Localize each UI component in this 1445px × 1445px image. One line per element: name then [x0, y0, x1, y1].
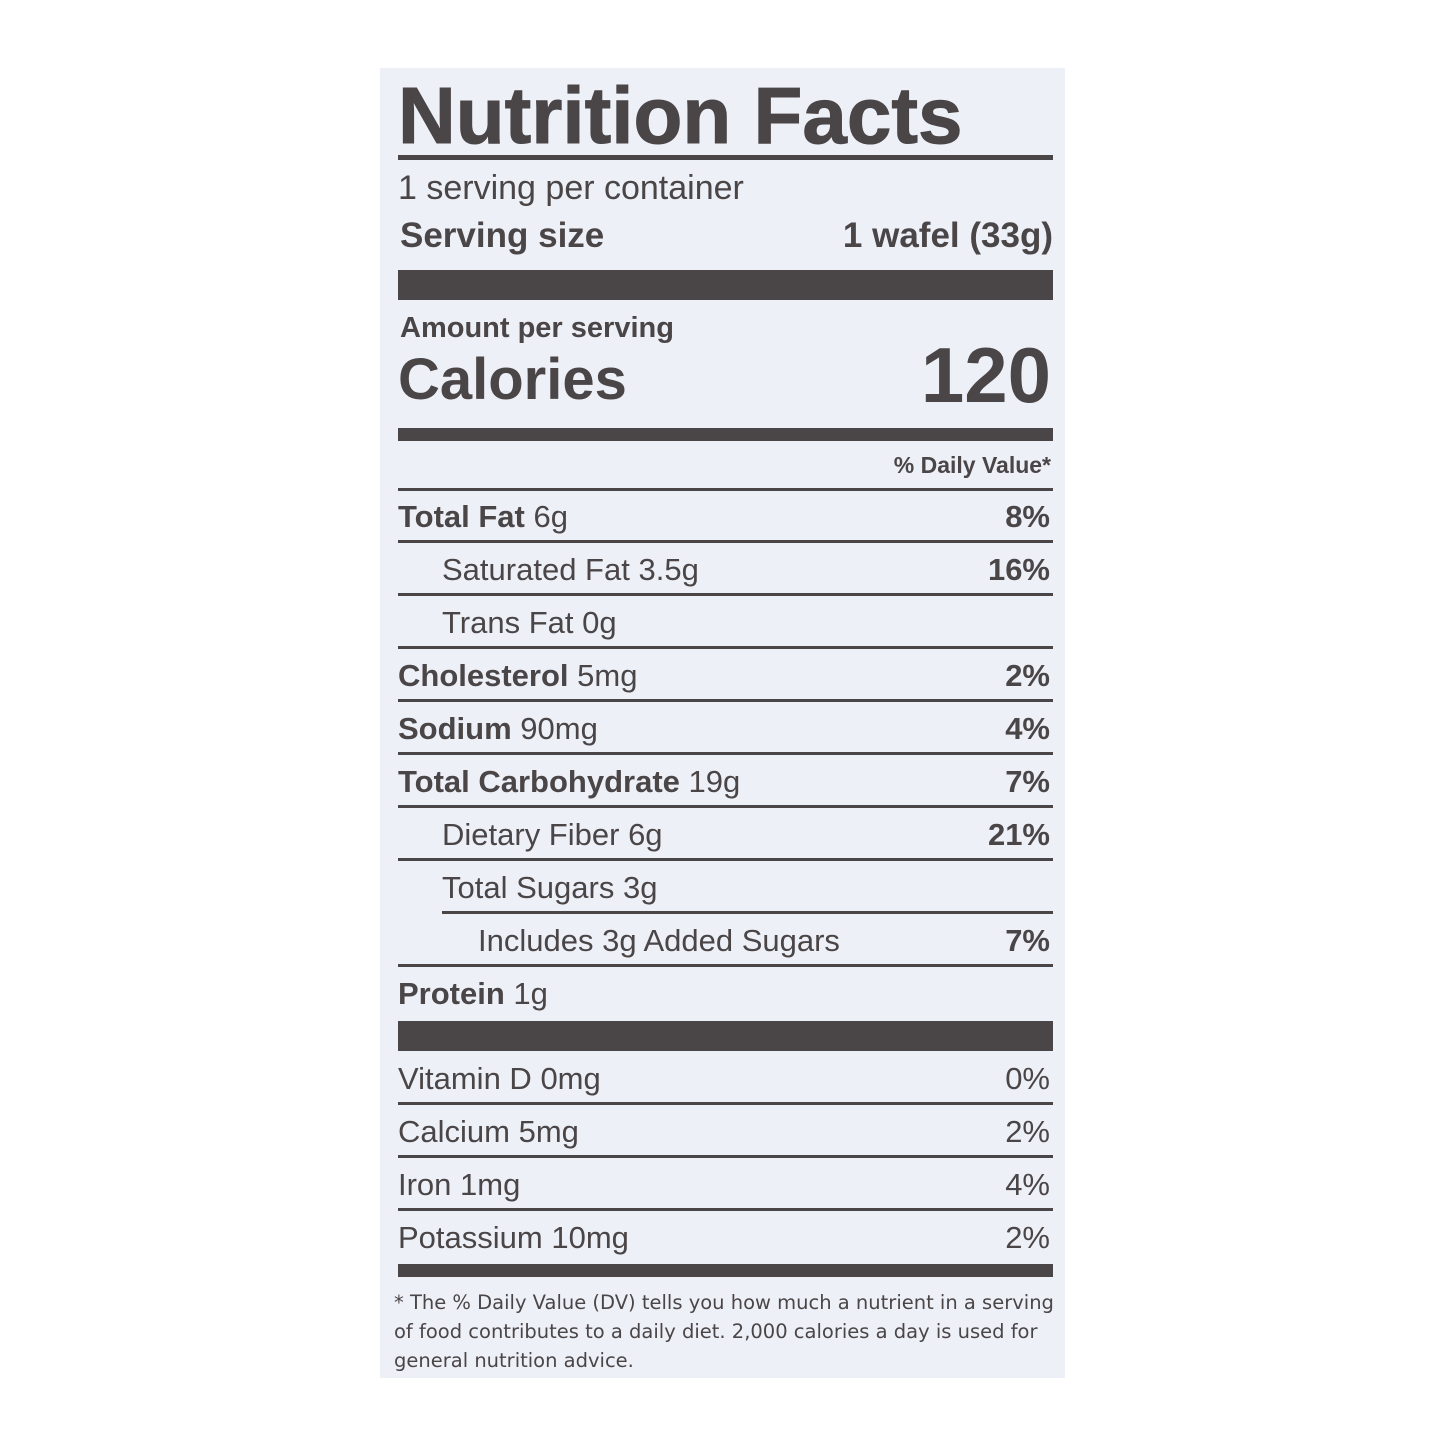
nutrient-amount: 3.5g [638, 552, 699, 587]
nutrition-facts-label: Nutrition Facts 1 serving per container … [380, 68, 1065, 1378]
thick-divider [398, 270, 1053, 300]
divider [398, 752, 1053, 755]
vitamin-daily-value: 4% [1005, 1167, 1050, 1202]
nutrient-daily-value: 16% [987, 552, 1050, 587]
vitamin-label: Vitamin D [398, 1061, 532, 1096]
vitamin-row: Vitamin D 0mg 0% [398, 1053, 1053, 1105]
nutrient-label: Total Sugars [442, 870, 615, 905]
nutrient-daily-value: 8% [1005, 499, 1050, 534]
divider [398, 155, 1053, 160]
nutrient-label: Total Carbohydrate [398, 764, 680, 799]
vitamin-amount: 10mg [551, 1220, 629, 1255]
nutrient-amount: 6g [533, 499, 568, 534]
divider [398, 1208, 1053, 1211]
vitamin-row: Iron 1mg 4% [398, 1159, 1053, 1211]
vitamin-amount: 5mg [518, 1114, 579, 1149]
nutrient-row: Total Sugars 3g [398, 862, 1053, 914]
thick-divider [398, 1264, 1053, 1277]
nutrient-row: Total Carbohydrate 19g 7% [398, 756, 1053, 808]
nutrient-daily-value: 2% [1005, 658, 1050, 693]
vitamin-name: Vitamin D 0mg [398, 1061, 601, 1097]
nutrient-name: Total Fat 6g [398, 499, 568, 535]
vitamin-row: Calcium 5mg 2% [398, 1106, 1053, 1158]
nutrient-label: Total Fat [398, 499, 525, 534]
nutrient-label: Protein [398, 976, 505, 1011]
nutrient-daily-value: 21% [987, 817, 1050, 852]
nutrient-name: Dietary Fiber 6g [442, 817, 663, 853]
nutrient-amount: 0g [582, 605, 617, 640]
nutrient-daily-value: 7% [1005, 923, 1050, 958]
nutrient-name: Sodium 90mg [398, 711, 598, 747]
nutrient-label: Trans Fat [442, 605, 574, 640]
nutrient-row: Protein 1g [398, 968, 1050, 1020]
daily-value-header: % Daily Value* [893, 452, 1051, 478]
divider [398, 1155, 1053, 1158]
calories-label: Calories [398, 347, 627, 412]
vitamin-name: Iron 1mg [398, 1167, 520, 1203]
label-title: Nutrition Facts [397, 71, 963, 161]
divider [398, 699, 1053, 702]
nutrient-name: Cholesterol 5mg [398, 658, 637, 694]
vitamin-label: Iron [398, 1167, 452, 1202]
vitamin-amount: 1mg [460, 1167, 521, 1202]
divider [398, 964, 1053, 967]
vitamin-daily-value: 0% [1005, 1061, 1050, 1096]
divider [398, 540, 1053, 543]
nutrient-name: Total Carbohydrate 19g [398, 764, 740, 800]
vitamin-label: Potassium [398, 1220, 543, 1255]
nutrient-row: Total Fat 6g 8% [398, 491, 1053, 543]
footnote: * The % Daily Value (DV) tells you how m… [394, 1291, 1054, 1372]
vitamin-name: Calcium 5mg [398, 1114, 579, 1150]
divider [398, 858, 1053, 861]
nutrient-amount: 1g [513, 976, 548, 1011]
nutrient-amount: 19g [688, 764, 741, 799]
nutrient-row: Trans Fat 0g [398, 597, 1053, 649]
nutrient-daily-value: 7% [1005, 764, 1050, 799]
vitamin-amount: 0mg [540, 1061, 601, 1096]
nutrient-row: Cholesterol 5mg 2% [398, 650, 1053, 702]
thick-divider [398, 1021, 1053, 1051]
nutrient-label: Cholesterol [398, 658, 569, 693]
nutrient-row: Includes 3g Added Sugars 7% [398, 915, 1053, 967]
divider [398, 646, 1053, 649]
nutrient-row: Dietary Fiber 6g 21% [398, 809, 1053, 861]
nutrient-amount: 3g [622, 870, 658, 905]
nutrient-label: Includes 3g Added Sugars [478, 923, 840, 958]
nutrient-name: Trans Fat 0g [442, 605, 617, 641]
nutrient-label: Dietary Fiber [442, 817, 620, 852]
servings-per-container: 1 serving per container [398, 169, 744, 207]
nutrient-daily-value: 4% [1005, 711, 1050, 746]
vitamin-daily-value: 2% [1005, 1220, 1050, 1255]
divider [398, 1102, 1053, 1105]
nutrient-amount: 90mg [520, 711, 598, 746]
amount-per-serving: Amount per serving [400, 312, 674, 344]
vitamin-row: Potassium 10mg 2% [398, 1212, 1050, 1264]
thick-divider [398, 428, 1053, 441]
nutrient-amount: 5mg [577, 658, 638, 693]
vitamin-label: Calcium [398, 1114, 510, 1149]
vitamin-daily-value: 2% [1005, 1114, 1050, 1149]
divider [398, 488, 1053, 491]
nutrient-amount: 6g [628, 817, 663, 852]
nutrient-name: Saturated Fat 3.5g [442, 552, 699, 588]
divider [398, 805, 1053, 808]
serving-size-label: Serving size [400, 216, 605, 255]
nutrient-name: Includes 3g Added Sugars [478, 923, 840, 959]
nutrient-label: Sodium [398, 711, 512, 746]
nutrient-name: Protein 1g [398, 976, 548, 1012]
serving-size-value: 1 wafel (33g) [842, 216, 1053, 255]
nutrient-row: Saturated Fat 3.5g 16% [398, 544, 1053, 596]
divider [398, 593, 1053, 596]
calories-value: 120 [920, 331, 1051, 419]
vitamin-name: Potassium 10mg [398, 1220, 629, 1256]
nutrient-label: Saturated Fat [442, 552, 630, 587]
divider [442, 911, 1053, 914]
nutrient-name: Total Sugars 3g [442, 870, 657, 906]
nutrient-row: Sodium 90mg 4% [398, 703, 1053, 755]
